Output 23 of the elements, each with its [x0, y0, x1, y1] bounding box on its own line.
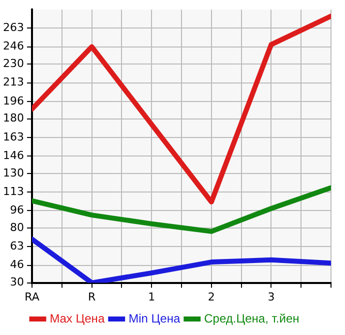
legend-label: Max Цена [50, 311, 105, 326]
y-tick-label: 46 [10, 258, 24, 272]
y-tick-label: 146 [2, 148, 24, 162]
x-tick-label: 3 [268, 290, 275, 304]
y-tick-label: 96 [10, 204, 24, 217]
y-tick-label: 263 [2, 21, 24, 34]
y-tick-label: 230 [2, 57, 24, 70]
y-tick-label: 130 [2, 166, 24, 180]
x-tick-label: RA [24, 290, 40, 304]
y-tick-label: 180 [2, 112, 24, 125]
legend-label: Сред.Цена, т.йен [204, 311, 300, 326]
x-tick-label: 1 [148, 290, 156, 304]
legend-label: Min Цена [128, 311, 180, 326]
y-tick-label: 80 [10, 221, 24, 234]
x-tick-label: R [88, 290, 96, 304]
y-tick-label: 213 [2, 76, 24, 89]
y-tick-label: 30 [10, 276, 24, 289]
y-tick-label: 196 [2, 94, 24, 108]
y-tick-label: 246 [2, 40, 24, 53]
x-tick-label: 2 [208, 290, 215, 304]
y-tick-label: 113 [2, 184, 24, 198]
y-tick-label: 163 [2, 130, 24, 144]
y-tick-label: 63 [10, 240, 24, 253]
